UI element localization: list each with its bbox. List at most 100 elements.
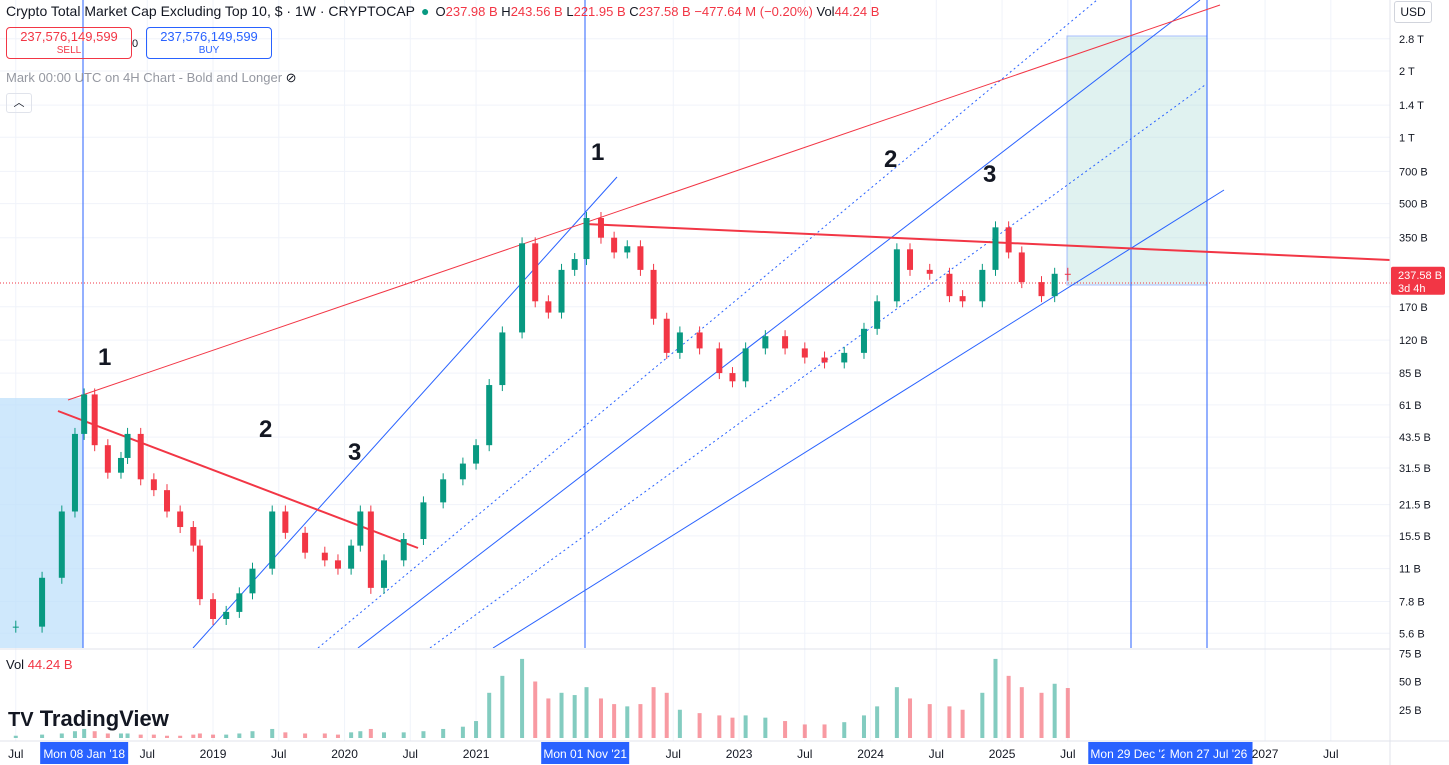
volume-bar [125, 733, 130, 738]
volume-bar [151, 734, 156, 738]
candle [532, 243, 539, 302]
candle [499, 332, 506, 386]
volume-bar [875, 706, 880, 738]
candle [650, 269, 657, 319]
vol: Vol [816, 3, 835, 19]
x-tick-label: 2023 [726, 747, 753, 761]
candle [558, 269, 565, 313]
volume-bar [197, 733, 202, 738]
sell-price: 237,576,149,599 [20, 29, 118, 44]
volume-bar [980, 692, 985, 738]
volume-bar [894, 687, 899, 738]
candle [39, 577, 46, 627]
candle [357, 511, 364, 546]
volume-bar [40, 734, 45, 738]
y-tick-label: 2 T [1399, 66, 1415, 78]
x-tick-label: Jul [797, 747, 812, 761]
candle [716, 348, 723, 374]
candle [459, 463, 466, 480]
candle [979, 269, 986, 302]
indicator-legend[interactable]: Mark 00:00 UTC on 4H Chart - Bold and Lo… [6, 70, 297, 85]
x-tick-label: 2025 [989, 747, 1016, 761]
last-price: 237.58 B [1398, 270, 1442, 282]
candle [893, 249, 900, 302]
volume-bar [368, 728, 373, 738]
candle [236, 593, 243, 612]
volume-bar [283, 732, 288, 738]
spread: 0 [132, 38, 139, 50]
brand: TradingView [39, 706, 169, 731]
trend-line [429, 84, 1206, 648]
candle [380, 560, 387, 588]
candle [81, 394, 88, 434]
candle [729, 373, 736, 382]
candle [302, 532, 309, 553]
volume-bar [500, 675, 505, 738]
x-tick-label: 2027 [1252, 747, 1279, 761]
y-tick-label: 1 T [1399, 132, 1415, 144]
l: L [566, 3, 574, 19]
y-tick-label: 2.8 T [1399, 34, 1424, 46]
volume-bar [487, 692, 492, 738]
candle [742, 348, 749, 382]
volume-bar [474, 721, 479, 738]
volume-bar [270, 728, 275, 738]
brand-logo[interactable]: TV TradingView [8, 706, 169, 731]
volume-bar [960, 709, 965, 738]
time-label-bg [541, 742, 630, 764]
candle [269, 511, 276, 569]
countdown: 3d 4h [1398, 283, 1426, 295]
y-tick-label: 500 B [1399, 199, 1428, 211]
y-tick-label: 21.5 B [1399, 500, 1431, 512]
candle [249, 568, 256, 594]
volume-bar [421, 731, 426, 738]
volume-bar [335, 734, 340, 738]
trend-line [192, 176, 618, 648]
candle [946, 273, 953, 297]
trend-line [584, 223, 1390, 261]
volume-bar [842, 722, 847, 738]
volume-bar [1065, 688, 1070, 738]
volume-bar [1052, 683, 1057, 738]
last-price-bg [1391, 266, 1445, 295]
candle [696, 332, 703, 349]
symbol-title[interactable]: Crypto Total Market Cap Excluding Top 10… [6, 3, 416, 19]
x-tick-label: 2021 [463, 747, 490, 761]
collapse-button[interactable]: ︿ [6, 93, 32, 113]
currency-button[interactable]: USD [1394, 1, 1432, 23]
candle [164, 490, 171, 512]
y-tick-label: 31.5 B [1399, 463, 1431, 475]
volume-bar [927, 704, 932, 738]
volume-bar [105, 733, 110, 738]
candle [210, 599, 217, 619]
candle [190, 527, 197, 546]
candle [676, 332, 683, 353]
volume-bar [250, 731, 255, 738]
x-tick-label: Jul [403, 747, 418, 761]
volume-bar [612, 704, 617, 738]
volume-bar [947, 706, 952, 738]
time-label-bg [1088, 742, 1177, 764]
trend-line [57, 410, 419, 549]
candle [545, 301, 552, 313]
ohlc: O237.98 B H243.56 B L221.95 B C237.58 B … [436, 4, 880, 19]
volume-bar [59, 733, 64, 738]
sell-button[interactable]: 237,576,149,599 SELL [6, 27, 132, 59]
candle [177, 511, 184, 528]
candle [223, 611, 230, 619]
volume-bar [72, 731, 77, 738]
volume-bar [322, 733, 327, 738]
buy-button[interactable]: 237,576,149,599 BUY [146, 27, 272, 59]
volume-bar [138, 734, 143, 738]
candle [841, 352, 848, 363]
volume-bar [677, 709, 682, 738]
candle [519, 243, 526, 333]
candle [334, 560, 341, 569]
y-tick-label: 7.8 B [1399, 597, 1425, 609]
volume-bar [13, 735, 18, 738]
candle [124, 433, 131, 458]
candle [348, 545, 355, 569]
y-tick-label: 350 B [1399, 233, 1428, 245]
candle [321, 552, 328, 561]
x-tick-label: Jul [8, 747, 23, 761]
